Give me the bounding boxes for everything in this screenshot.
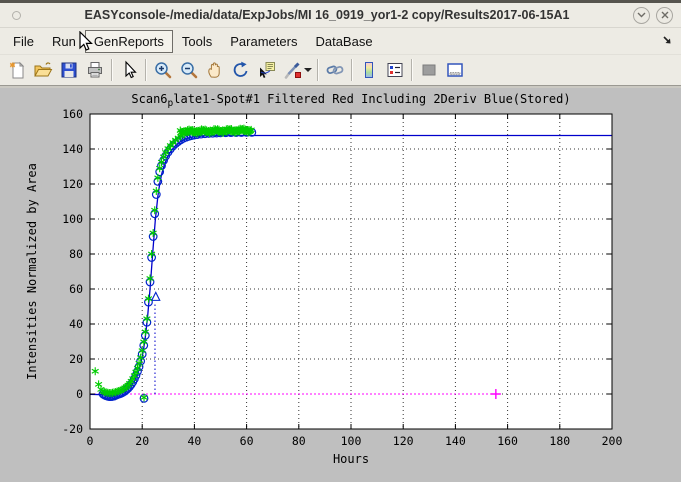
svg-text:80: 80 (69, 247, 83, 261)
menu-item-run[interactable]: Run (51, 33, 76, 49)
chevron-down-icon (637, 12, 646, 18)
menu-item-file[interactable]: File (13, 33, 34, 49)
plot-axes[interactable]: 0 20 40 60 80 100 120 140 160 180 200 -20 0 20 40 60 80 1… (0, 88, 681, 482)
svg-text:Hours: Hours (333, 452, 369, 466)
toolbar (0, 55, 681, 86)
svg-text:100: 100 (341, 434, 362, 448)
zoom-out-icon (181, 62, 198, 79)
show-plot-tools-icon (447, 63, 463, 77)
insert-legend-button[interactable] (382, 57, 408, 83)
svg-text:60: 60 (69, 282, 83, 296)
colorbar-icon (365, 62, 373, 78)
svg-text:-20: -20 (62, 422, 83, 436)
window-menu-button[interactable] (12, 10, 21, 20)
window-top-edge (0, 0, 681, 3)
new-document-icon (9, 61, 25, 79)
brush-dropdown-caret-icon[interactable] (304, 68, 312, 72)
data-cursor-button[interactable] (254, 57, 280, 83)
hide-plot-tools-icon (422, 64, 436, 76)
pan-hand-icon (208, 62, 220, 78)
save-floppy-icon (61, 62, 77, 78)
insert-colorbar-button[interactable] (356, 57, 382, 83)
svg-text:0: 0 (76, 387, 83, 401)
show-plot-tools-button[interactable] (442, 57, 468, 83)
svg-text:160: 160 (497, 434, 518, 448)
rotate-3d-icon (233, 61, 248, 77)
svg-text:20: 20 (69, 352, 83, 366)
svg-text:20: 20 (135, 434, 149, 448)
svg-text:Intensities Normalized by Area: Intensities Normalized by Area (25, 163, 39, 380)
svg-text:120: 120 (62, 177, 83, 191)
save-button[interactable] (56, 57, 82, 83)
menubar: File Run GenReports Tools Parameters Dat… (0, 28, 681, 55)
window-controls (633, 6, 673, 24)
figure-area[interactable]: 0 20 40 60 80 100 120 140 160 180 200 -20 0 20 40 60 80 1… (0, 86, 681, 480)
shade-button[interactable] (633, 6, 650, 24)
menu-item-database[interactable]: DataBase (315, 33, 373, 49)
svg-text:Scan6plate1-Spot#1 Filtered Re: Scan6plate1-Spot#1 Filtered Red Includin… (131, 92, 570, 109)
menu-overflow-arrow-icon[interactable] (662, 34, 673, 49)
close-icon (661, 11, 668, 19)
menu-item-genreports[interactable]: GenReports (84, 29, 173, 53)
pointer-arrow-icon (125, 60, 137, 79)
toolbar-separator (351, 59, 353, 81)
window-title: EASYconsole-/media/data/ExpJobs/MI 16_09… (84, 8, 570, 22)
zoom-out-button[interactable] (176, 57, 202, 83)
svg-text:40: 40 (187, 434, 201, 448)
brush-icon (284, 62, 301, 79)
pan-tool-button[interactable] (202, 57, 228, 83)
svg-text:0: 0 (87, 434, 94, 448)
printer-icon (88, 62, 102, 78)
data-cursor-icon (260, 62, 275, 78)
hide-plot-tools-button[interactable] (416, 57, 442, 83)
mouse-cursor-icon (79, 31, 93, 51)
zoom-in-button[interactable] (150, 57, 176, 83)
legend-icon (387, 63, 403, 77)
menu-item-tools[interactable]: Tools (181, 33, 213, 49)
svg-text:180: 180 (549, 434, 570, 448)
svg-text:200: 200 (602, 434, 623, 448)
svg-text:140: 140 (62, 142, 83, 156)
brush-tool-button[interactable] (280, 57, 306, 83)
pointer-tool-button[interactable] (116, 57, 142, 83)
svg-text:160: 160 (62, 107, 83, 121)
svg-text:80: 80 (292, 434, 306, 448)
svg-text:60: 60 (240, 434, 254, 448)
toolbar-separator (145, 59, 147, 81)
link-plots-button[interactable] (322, 57, 348, 83)
open-file-button[interactable] (30, 57, 56, 83)
toolbar-separator (111, 59, 113, 81)
print-button[interactable] (82, 57, 108, 83)
svg-text:120: 120 (393, 434, 414, 448)
open-folder-icon (34, 62, 53, 77)
toolbar-separator (411, 59, 413, 81)
titlebar[interactable]: EASYconsole-/media/data/ExpJobs/MI 16_09… (0, 3, 681, 28)
link-chain-icon (326, 65, 344, 75)
new-document-button[interactable] (4, 57, 30, 83)
rotate-3d-button[interactable] (228, 57, 254, 83)
zoom-in-icon (155, 62, 172, 79)
menu-item-parameters[interactable]: Parameters (230, 33, 298, 49)
svg-text:40: 40 (69, 317, 83, 331)
svg-text:100: 100 (62, 212, 83, 226)
svg-text:140: 140 (445, 434, 466, 448)
toolbar-separator (317, 59, 319, 81)
close-button[interactable] (656, 6, 673, 24)
